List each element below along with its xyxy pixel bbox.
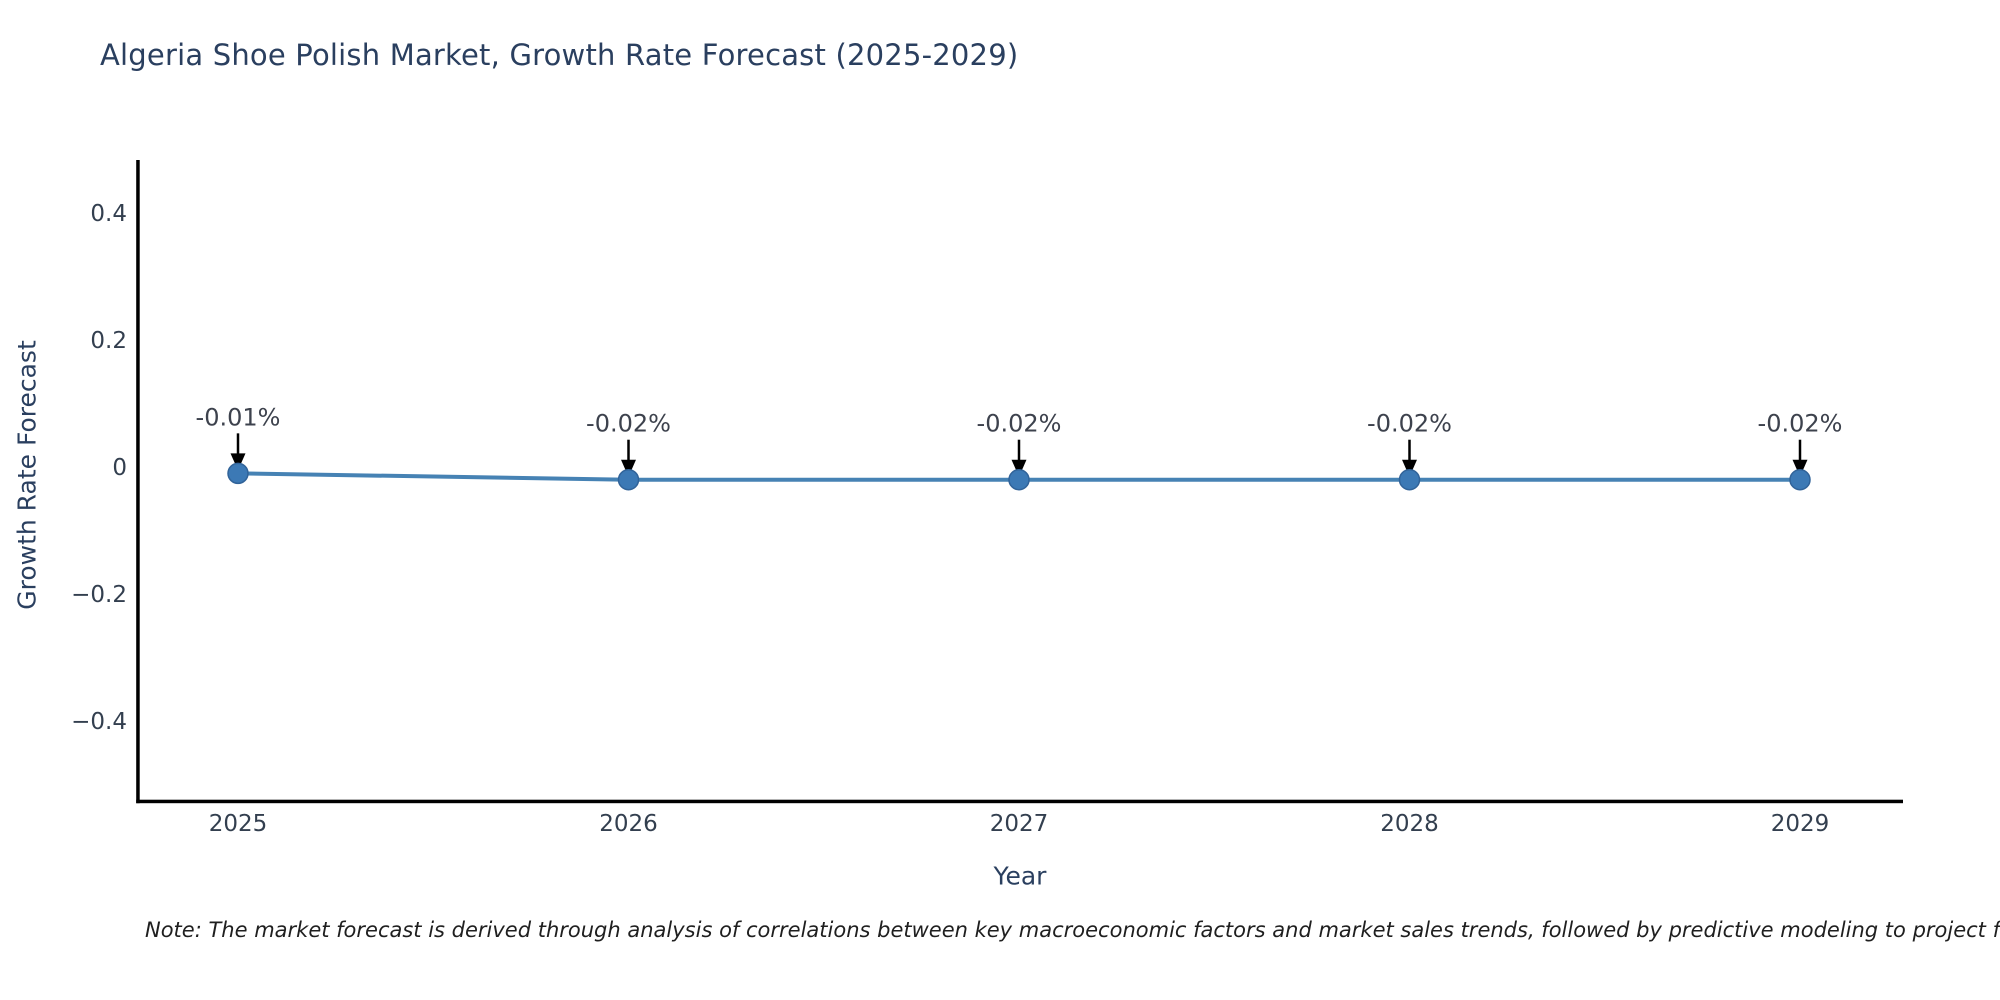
y-tick-label: −0.2 [71, 582, 127, 608]
y-tick-label: −0.4 [71, 709, 127, 735]
point-annotation: -0.02% [1367, 410, 1452, 438]
y-tick-label: 0.4 [90, 201, 127, 227]
point-annotation: -0.02% [1758, 410, 1843, 438]
x-tick-label: 2029 [1771, 811, 1830, 837]
x-tick-label: 2025 [209, 811, 268, 837]
annotation-arrow-head [1402, 459, 1417, 477]
x-tick-label: 2027 [990, 811, 1049, 837]
data-point-marker [1008, 468, 1030, 491]
y-tick-label: 0.2 [90, 328, 127, 354]
x-tick-label: 2026 [599, 811, 658, 837]
chart-title: Algeria Shoe Polish Market, Growth Rate … [100, 38, 1019, 72]
annotation-arrow-head [1011, 459, 1027, 477]
y-axis-spine [136, 160, 140, 804]
annotation-arrow-head [230, 453, 246, 471]
x-axis-spine [136, 799, 1904, 804]
y-axis-title: Growth Rate Forecast [12, 340, 42, 610]
data-point-marker [1789, 468, 1811, 491]
x-axis-title: Year [993, 861, 1047, 891]
data-point-marker [617, 468, 640, 491]
y-tick-label: 0 [112, 455, 127, 481]
data-point-marker [227, 462, 249, 485]
annotation-arrow-head [621, 459, 636, 477]
point-annotation: -0.02% [977, 410, 1062, 438]
point-annotation: -0.02% [586, 410, 671, 438]
annotation-arrow-head [1792, 459, 1808, 477]
x-tick-label: 2028 [1380, 811, 1439, 837]
point-annotation: -0.01% [196, 403, 281, 431]
footnote: Note: The market forecast is derived thr… [145, 918, 2000, 942]
data-point-marker [1398, 468, 1421, 491]
